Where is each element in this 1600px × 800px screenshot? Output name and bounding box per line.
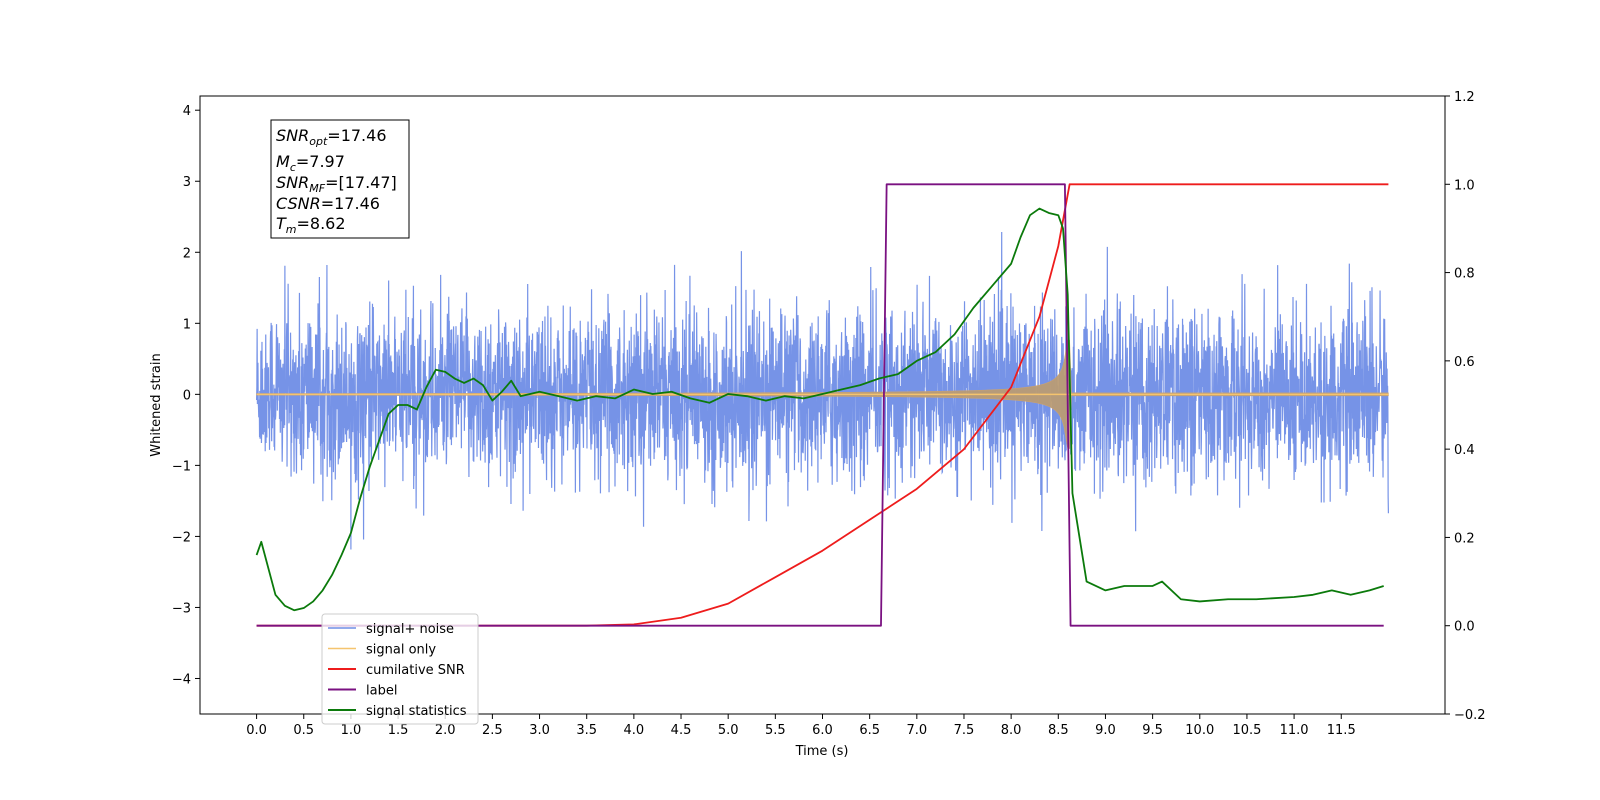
series-signal-statistics-line (255, 207, 1384, 612)
y-tick-label: −1 (172, 459, 191, 474)
info-tm: Tm=8.62 (276, 214, 346, 236)
y-axis-right: 1.2 1.0 0.8 0.6 0.4 0.2 0.0 −0.2 (1445, 90, 1486, 723)
y2-tick-label: 0.8 (1454, 267, 1475, 282)
series-label-line (256, 183, 1384, 627)
y-tick-label: −3 (172, 601, 191, 616)
y-tick-label: 1 (183, 317, 191, 332)
x-tick-label: 7.0 (906, 723, 927, 738)
x-tick-label: 8.0 (1001, 723, 1022, 738)
y2-tick-label: 1.0 (1454, 178, 1475, 193)
legend-label: label (366, 684, 397, 699)
info-box-frame (270, 119, 410, 239)
info-csnr: CSNR=17.46 (276, 194, 380, 213)
x-tick-label: 0.0 (246, 723, 267, 738)
y-tick-label: 2 (183, 246, 191, 261)
x-tick-label: 5.0 (718, 723, 739, 738)
y2-tick-label: 0.6 (1454, 355, 1475, 370)
x-axis-label: Time (s) (795, 744, 849, 759)
legend-label: signal+ noise (366, 622, 454, 637)
x-tick-label: 8.5 (1048, 723, 1069, 738)
x-tick-label: 4.0 (624, 723, 645, 738)
y2-tick-label: 1.2 (1454, 90, 1475, 105)
y-tick-label: 3 (183, 175, 191, 190)
x-tick-label: 9.0 (1095, 723, 1116, 738)
y-tick-label: 0 (183, 388, 191, 403)
x-tick-label: 3.0 (529, 723, 550, 738)
info-mc: Mc=7.97 (276, 152, 345, 174)
x-tick-label: 1.0 (341, 723, 362, 738)
y2-tick-label: 0.2 (1454, 531, 1475, 546)
y-axis-left: 4 3 2 1 0 −1 −2 −3 −4 (172, 104, 200, 687)
y-tick-label: −4 (172, 672, 191, 687)
y-tick-label: 4 (183, 104, 191, 119)
x-tick-label: 11.0 (1280, 723, 1309, 738)
legend-label: signal statistics (366, 704, 467, 719)
series-cumilative-snr-line (256, 183, 1389, 627)
legend: signal+ noise signal only cumilative SNR la… (321, 613, 479, 725)
legend-label: signal only (366, 643, 436, 658)
info-snr-mf: SNRMF=[17.47] (276, 173, 397, 195)
y-tick-label: −2 (172, 530, 191, 545)
x-tick-label: 6.0 (812, 723, 833, 738)
x-tick-label: 2.5 (482, 723, 503, 738)
legend-frame (321, 613, 479, 725)
x-tick-label: 6.5 (859, 723, 880, 738)
y-axis-label: Whitened strain (149, 353, 164, 456)
y2-tick-label: 0.4 (1454, 443, 1475, 458)
x-tick-label: 3.5 (576, 723, 597, 738)
x-tick-label: 0.5 (293, 723, 314, 738)
info-snr-opt: SNRopt=17.46 (276, 126, 387, 148)
info-box: SNRopt=17.46 Mc=7.97 SNRMF=[17.47] CSNR=… (270, 119, 410, 239)
x-tick-label: 1.5 (388, 723, 409, 738)
x-tick-label: 4.5 (671, 723, 692, 738)
series-layer (255, 183, 1390, 627)
series-signal-plus-noise-line (255, 231, 1390, 550)
x-tick-label: 2.0 (435, 723, 456, 738)
x-tick-label: 9.5 (1142, 723, 1163, 738)
x-tick-label: 7.5 (954, 723, 975, 738)
x-tick-label: 10.5 (1232, 723, 1261, 738)
y2-tick-label: 0.0 (1454, 620, 1475, 635)
x-tick-label: 5.5 (765, 723, 786, 738)
x-axis: 0.0 0.5 1.0 1.5 2.0 2.5 3.0 3.5 4.0 4.5 5.0 5.5 6.0 6… (246, 714, 1356, 738)
y2-tick-label: −0.2 (1454, 708, 1486, 723)
x-tick-label: 10.0 (1185, 723, 1214, 738)
x-tick-label: 11.5 (1327, 723, 1356, 738)
legend-label: cumilative SNR (366, 663, 465, 678)
